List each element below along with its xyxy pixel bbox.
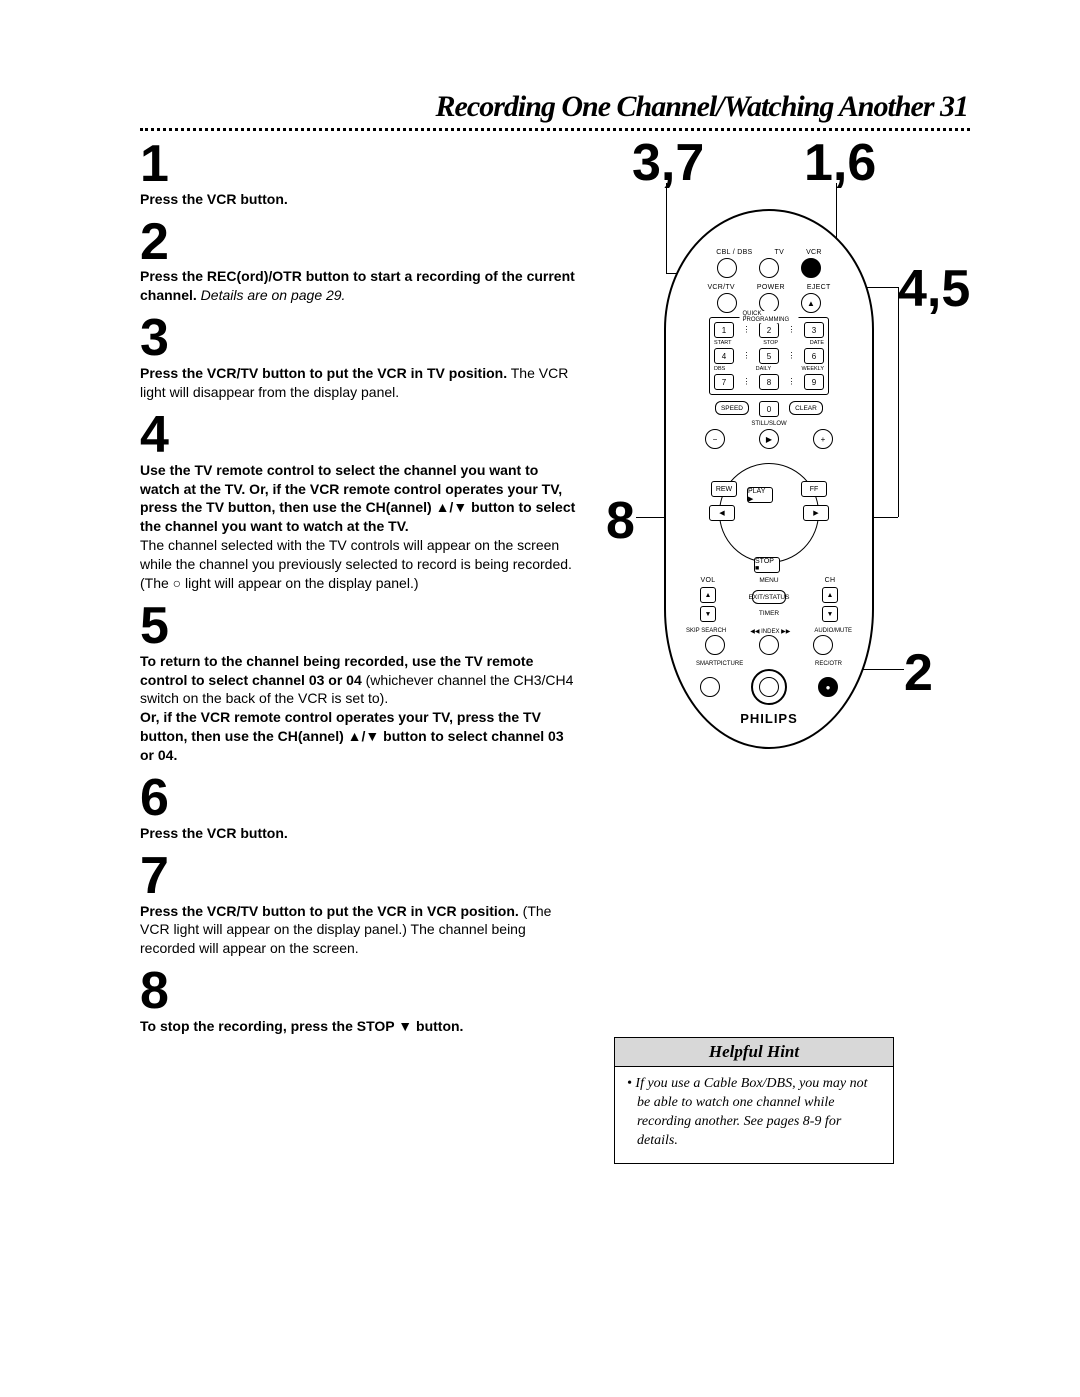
brand-label: PHILIPS xyxy=(666,711,872,726)
vcr-button xyxy=(801,258,821,278)
vcr-tv-button xyxy=(717,293,737,313)
right-button: ▶ xyxy=(803,505,829,521)
hint-title: Helpful Hint xyxy=(615,1038,893,1067)
power-button xyxy=(759,293,779,313)
divider xyxy=(140,128,970,131)
step-8-num: 8 xyxy=(140,968,580,1015)
callout-37: 3,7 xyxy=(632,133,704,193)
step-2-num: 2 xyxy=(140,219,580,266)
play-button: PLAY ▶ xyxy=(747,487,773,503)
step-1-text: Press the VCR button. xyxy=(140,190,580,209)
audio-button xyxy=(813,635,833,655)
index-button xyxy=(759,635,779,655)
clear-button: CLEAR xyxy=(789,401,823,415)
step-6-text: Press the VCR button. xyxy=(140,824,580,843)
rec-otr-button: ● xyxy=(818,677,838,697)
remote-illustration: CBL / DBSTVVCR VCR/TVPOWEREJECT ▲ 1⋮2⋮3 … xyxy=(664,209,874,749)
step-3-num: 3 xyxy=(140,315,580,362)
hint-body: • If you use a Cable Box/DBS, you may no… xyxy=(615,1067,893,1163)
callout-45: 4,5 xyxy=(898,259,970,319)
still-button: ▶ xyxy=(759,429,779,449)
page-title: Recording One Channel/Watching Another 3… xyxy=(140,90,970,124)
step-3-text: Press the VCR/TV button to put the VCR i… xyxy=(140,364,580,402)
speed-button: SPEED xyxy=(715,401,749,415)
vol-up xyxy=(700,587,716,603)
skip-button xyxy=(705,635,725,655)
step-7-num: 7 xyxy=(140,853,580,900)
callout-16: 1,6 xyxy=(804,133,876,193)
minus-button: − xyxy=(705,429,725,449)
ch-down xyxy=(822,606,838,622)
ch-up xyxy=(822,587,838,603)
steps-column: 1 Press the VCR button. 2 Press the REC(… xyxy=(140,137,580,1046)
cbl-button xyxy=(717,258,737,278)
stop-button: STOP ■ xyxy=(754,557,780,573)
tv-button xyxy=(759,258,779,278)
transport-dpad: REW FF PLAY ▶ ◀ ▶ STOP ■ xyxy=(709,453,829,573)
nav-ring xyxy=(751,669,787,705)
eject-button: ▲ xyxy=(801,293,821,313)
step-2-text: Press the REC(ord)/OTR button to start a… xyxy=(140,267,580,305)
step-5-text: To return to the channel being recorded,… xyxy=(140,652,580,765)
quick-programming-frame: 1⋮2⋮3 STARTSTOPDATE 4⋮5⋮6 DBSDAILYWEEKLY… xyxy=(709,317,829,395)
helpful-hint-box: Helpful Hint • If you use a Cable Box/DB… xyxy=(614,1037,894,1164)
step-4-text: Use the TV remote control to select the … xyxy=(140,461,580,593)
step-6-num: 6 xyxy=(140,775,580,822)
smartpicture-button xyxy=(700,677,720,697)
vol-down xyxy=(700,606,716,622)
left-button: ◀ xyxy=(709,505,735,521)
remote-column: 3,7 1,6 4,5 8 2 CBL / DBSTVVCR VCR/TVPOW… xyxy=(604,137,970,1046)
callout-2: 2 xyxy=(904,643,933,703)
leader xyxy=(898,287,899,517)
step-1-num: 1 xyxy=(140,141,580,188)
step-4-num: 4 xyxy=(140,412,580,459)
ff-button: FF xyxy=(801,481,827,497)
plus-button: + xyxy=(813,429,833,449)
step-8-text: To stop the recording, press the STOP ▼ … xyxy=(140,1017,580,1036)
callout-8: 8 xyxy=(606,491,635,551)
exit-button: EXIT/STATUS xyxy=(752,590,786,604)
step-7-text: Press the VCR/TV button to put the VCR i… xyxy=(140,902,580,959)
step-5-num: 5 xyxy=(140,603,580,650)
rew-button: REW xyxy=(711,481,737,497)
leader xyxy=(836,183,837,239)
